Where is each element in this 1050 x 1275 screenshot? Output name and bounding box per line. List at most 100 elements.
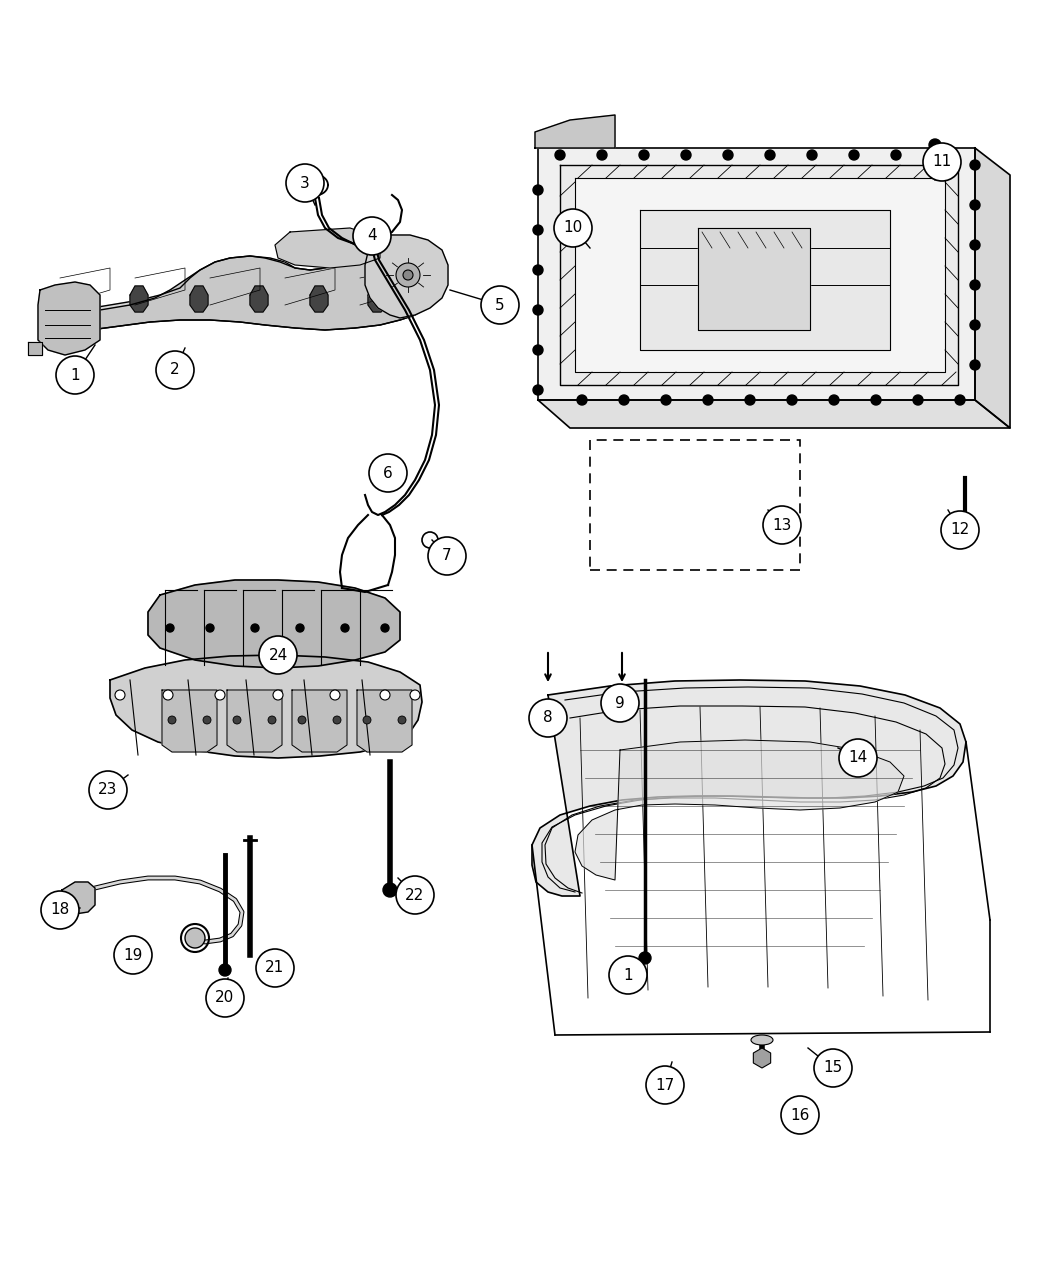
Circle shape [529, 699, 567, 737]
Polygon shape [560, 164, 958, 385]
Circle shape [554, 209, 592, 247]
Polygon shape [975, 148, 1010, 428]
Circle shape [681, 150, 691, 159]
Circle shape [396, 263, 420, 287]
Text: 2: 2 [170, 362, 180, 377]
Polygon shape [190, 286, 208, 312]
Circle shape [533, 185, 543, 195]
Circle shape [723, 150, 733, 159]
Polygon shape [368, 286, 386, 312]
Circle shape [396, 876, 434, 914]
Text: 20: 20 [215, 991, 234, 1006]
Circle shape [273, 690, 284, 700]
Circle shape [970, 360, 980, 370]
Polygon shape [292, 690, 346, 752]
Polygon shape [698, 228, 810, 330]
Text: 23: 23 [99, 783, 118, 797]
Text: 22: 22 [405, 887, 424, 903]
Circle shape [555, 150, 565, 159]
Circle shape [353, 217, 391, 255]
Circle shape [185, 928, 205, 949]
Polygon shape [110, 655, 422, 759]
Polygon shape [536, 115, 615, 148]
Circle shape [56, 356, 94, 394]
Circle shape [341, 623, 349, 632]
Circle shape [163, 690, 173, 700]
Circle shape [620, 395, 629, 405]
Polygon shape [28, 342, 42, 354]
Circle shape [41, 891, 79, 929]
Polygon shape [38, 282, 100, 354]
Text: 11: 11 [932, 154, 951, 170]
Circle shape [215, 690, 225, 700]
Circle shape [763, 506, 801, 544]
Text: 10: 10 [564, 221, 583, 236]
Circle shape [746, 395, 755, 405]
Circle shape [891, 150, 901, 159]
Polygon shape [130, 286, 148, 312]
Circle shape [765, 150, 775, 159]
Circle shape [363, 717, 371, 724]
Circle shape [533, 224, 543, 235]
Text: 21: 21 [266, 960, 285, 975]
Circle shape [256, 949, 294, 987]
Circle shape [849, 150, 859, 159]
Polygon shape [640, 210, 890, 351]
Text: 1: 1 [624, 968, 633, 983]
Circle shape [639, 952, 651, 964]
Text: 12: 12 [950, 523, 969, 538]
Polygon shape [275, 228, 380, 268]
Circle shape [116, 690, 125, 700]
Polygon shape [575, 179, 945, 372]
Circle shape [639, 150, 649, 159]
Circle shape [383, 884, 397, 898]
Circle shape [203, 717, 211, 724]
Circle shape [970, 280, 980, 289]
Circle shape [597, 150, 607, 159]
Circle shape [662, 395, 671, 405]
Polygon shape [310, 286, 328, 312]
Text: 24: 24 [269, 648, 288, 663]
Text: 3: 3 [300, 176, 310, 190]
Polygon shape [365, 235, 448, 317]
Text: 13: 13 [773, 518, 792, 533]
Circle shape [933, 150, 943, 159]
Circle shape [914, 395, 923, 405]
Polygon shape [357, 690, 412, 752]
Text: 14: 14 [848, 751, 867, 765]
Circle shape [609, 956, 647, 994]
Circle shape [957, 524, 973, 541]
Circle shape [970, 200, 980, 210]
Circle shape [89, 771, 127, 810]
Polygon shape [227, 690, 282, 752]
Ellipse shape [751, 1035, 773, 1046]
Circle shape [259, 636, 297, 674]
Circle shape [788, 395, 797, 405]
Circle shape [219, 964, 231, 975]
Circle shape [970, 159, 980, 170]
Circle shape [268, 717, 276, 724]
Circle shape [781, 1096, 819, 1133]
Circle shape [807, 150, 817, 159]
Text: 18: 18 [50, 903, 69, 918]
Text: 15: 15 [823, 1061, 842, 1076]
Circle shape [206, 979, 244, 1017]
Polygon shape [250, 286, 268, 312]
Circle shape [872, 395, 881, 405]
Polygon shape [58, 882, 94, 914]
Text: 17: 17 [655, 1077, 674, 1093]
Circle shape [970, 240, 980, 250]
Circle shape [923, 143, 961, 181]
Polygon shape [575, 740, 904, 880]
Polygon shape [532, 680, 966, 896]
Circle shape [369, 454, 407, 492]
Circle shape [481, 286, 519, 324]
Circle shape [830, 395, 839, 405]
Circle shape [298, 717, 306, 724]
Circle shape [166, 623, 174, 632]
Circle shape [533, 305, 543, 315]
Circle shape [330, 690, 340, 700]
Circle shape [941, 511, 979, 550]
Polygon shape [50, 255, 415, 340]
Circle shape [410, 690, 420, 700]
